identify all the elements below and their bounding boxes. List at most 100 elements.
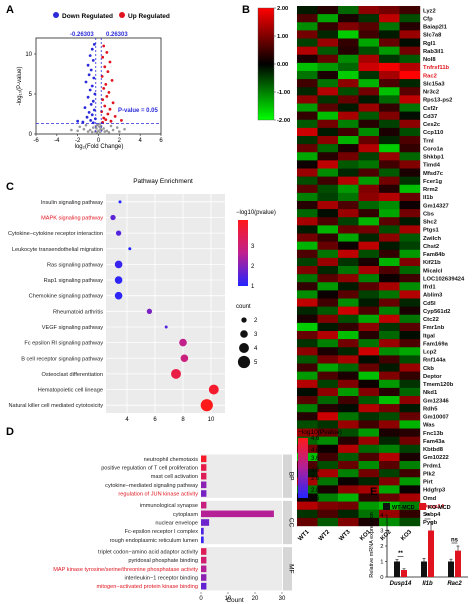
point-up-regulated (106, 70, 110, 73)
gene-label: Gm10007 (423, 415, 449, 421)
heatmap-cell (379, 274, 400, 283)
y-tick-label: 5 (29, 92, 33, 98)
heatmap-cell (317, 314, 339, 324)
heatmap-cell (399, 485, 421, 494)
heatmap-cell (399, 298, 421, 307)
color-legend-tick: 2.0 (311, 488, 320, 494)
go-term-label: rough endoplasmic reticulum lumen (110, 538, 198, 544)
heatmap-cell (379, 371, 400, 380)
heatmap-cell (338, 217, 359, 226)
pathway-dot (118, 200, 122, 204)
heatmap-cell (338, 103, 359, 112)
heatmap-cell (297, 290, 318, 299)
heatmap-cell (358, 371, 380, 380)
heatmap-cell (297, 14, 318, 23)
heatmap-cell (338, 339, 359, 348)
heatmap-cell (399, 436, 421, 445)
gene-label: Chst2 (423, 244, 439, 250)
heatmap-cell (358, 241, 380, 250)
threshold-label-p: P-value = 0.05 (118, 108, 159, 114)
gene-label: Rrm2 (423, 187, 438, 193)
x-tick-label: 10 (225, 596, 232, 602)
go-term-label: interleukin−1 receptor binding (124, 576, 198, 582)
gene-label: Cbs (423, 211, 434, 217)
heatmap-cell (358, 509, 380, 519)
heatmap-cell (379, 79, 400, 88)
heatmap-cell (399, 87, 421, 96)
heatmap-cell (379, 225, 400, 234)
heatmap-cell (399, 444, 421, 454)
heatmap-cell (358, 331, 380, 340)
x-tick-label: 8 (181, 417, 185, 423)
heatmap-cell (379, 192, 400, 202)
point-up-regulated (111, 101, 115, 105)
heatmap-cell (338, 30, 359, 39)
gene-tick-label: Il1b (422, 581, 433, 587)
point-up-regulated (101, 55, 105, 59)
significance-mark: ** (425, 513, 430, 519)
legend-label-up: Up Regulated (128, 13, 170, 20)
colorbar-tick-label: -2.00 (277, 118, 290, 124)
heatmap-cell (317, 347, 339, 356)
heatmap-cell (338, 38, 359, 47)
go-term-label: positive regulation of T cell proliferat… (101, 466, 198, 472)
point-not-significant (107, 131, 111, 134)
y-tick-label: 0 (29, 132, 33, 138)
point-down-regulated (91, 99, 95, 103)
heatmap-cell (317, 87, 339, 96)
go-term-label: cytoplasm (173, 512, 199, 518)
colorbar-tick-label: 1.00 (277, 34, 288, 40)
point-up-regulated (104, 118, 108, 121)
go-bar (201, 490, 207, 497)
gene-label: Cfp (423, 16, 433, 22)
x-axis-label-d: Count (226, 597, 244, 604)
y-tick-label: 1 (380, 560, 383, 566)
heatmap-cell (317, 355, 339, 364)
heatmap-cell (379, 420, 400, 429)
y-tick-label: 4 (380, 513, 384, 519)
point-not-significant (98, 131, 102, 135)
heatmap-cell (317, 201, 339, 210)
heatmap-cell (399, 371, 421, 380)
heatmap-cell (379, 257, 400, 267)
heatmap-cell (317, 306, 339, 315)
point-down-regulated (87, 73, 91, 77)
heatmap-cell (338, 6, 359, 15)
heatmap-cell (358, 493, 380, 502)
heatmap-cell (317, 444, 339, 454)
pathway-plot-area (106, 194, 225, 413)
x-tick-label: 0 (199, 596, 203, 602)
heatmap-cell (317, 46, 339, 55)
panel-label-c: C (6, 181, 14, 193)
gene-label: LOC102639424 (423, 276, 465, 282)
legend-swatch-ko (419, 503, 426, 510)
heatmap-cell (297, 339, 318, 348)
heatmap-cell (399, 241, 421, 250)
heatmap-cell (379, 103, 400, 112)
heatmap-cell (338, 420, 359, 429)
heatmap-cell (297, 46, 318, 55)
heatmap-cell (399, 184, 421, 194)
gene-label: Nr3c2 (423, 90, 439, 96)
heatmap-cell (297, 509, 318, 519)
x-tick-label: 6 (153, 417, 157, 423)
heatmap-cell (317, 241, 339, 250)
go-bar (201, 527, 204, 535)
heatmap-cell (297, 355, 318, 364)
point-down-regulated (90, 47, 94, 51)
heatmap-cell (399, 266, 421, 275)
heatmap-cell (399, 477, 421, 486)
heatmap-cell (399, 282, 421, 291)
heatmap-cell (338, 160, 359, 169)
gene-label: Rps13-ps2 (423, 98, 452, 104)
x-axis-label: log₂(Fold Change) (75, 144, 124, 150)
heatmap-cell (358, 282, 380, 291)
color-legend-tick: 2.6 (311, 476, 320, 482)
heatmap-cell (358, 184, 380, 194)
gene-label: Timd4 (423, 163, 441, 169)
gene-label: Ces2c (423, 122, 441, 128)
heatmap-cell (317, 217, 339, 226)
heatmap-cell (338, 306, 359, 315)
legend-label-wt: WT-MCD (392, 505, 415, 511)
panel-label-d: D (6, 426, 14, 438)
